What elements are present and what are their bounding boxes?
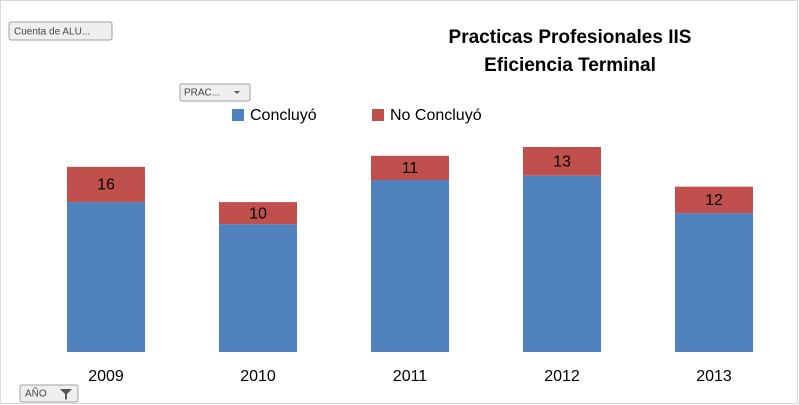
axis-field-button[interactable]: AÑO [19, 384, 79, 403]
data-label: 13 [553, 154, 571, 171]
chart-title: Eficiencia Terminal [484, 55, 656, 76]
data-label: 10 [249, 205, 267, 222]
dropdown-arrow[interactable] [234, 91, 240, 94]
legend-swatch [372, 109, 384, 121]
x-tick-label: 2010 [240, 368, 276, 385]
bar-segment [371, 155, 449, 181]
data-label: 11 [402, 160, 419, 177]
data-label: 12 [705, 192, 723, 209]
legend-label: Concluyó [250, 107, 317, 124]
x-tick-label: 2011 [393, 368, 428, 385]
filter-icon[interactable] [60, 389, 72, 400]
button-label[interactable]: AÑO [25, 387, 47, 400]
bar-segment [523, 175, 601, 352]
button-frame[interactable] [8, 21, 113, 41]
bar-segment [675, 213, 753, 352]
data-label: 16 [97, 177, 115, 194]
legend-swatch [232, 109, 244, 121]
value-field-button[interactable]: Cuenta de ALU... [8, 21, 113, 41]
bar-segment [219, 202, 297, 225]
bar-segment [67, 166, 145, 203]
series-field-button[interactable]: PRAC... [179, 83, 251, 102]
button-label[interactable]: Cuenta de ALU... [14, 27, 90, 38]
legend-label: No Concluyó [390, 107, 482, 124]
button-label[interactable]: PRAC... [184, 88, 220, 99]
x-tick-label: 2009 [88, 368, 124, 385]
bar-segment [371, 180, 449, 352]
x-tick-label: 2012 [544, 368, 580, 385]
button-frame[interactable] [179, 83, 251, 102]
chart-title: Practicas Profesionales IIS [449, 27, 692, 48]
bar-segment [675, 186, 753, 214]
x-tick-label: 2013 [696, 368, 732, 385]
bar-segment [523, 147, 601, 176]
bar-segment [219, 224, 297, 352]
bar-segment [67, 202, 145, 352]
